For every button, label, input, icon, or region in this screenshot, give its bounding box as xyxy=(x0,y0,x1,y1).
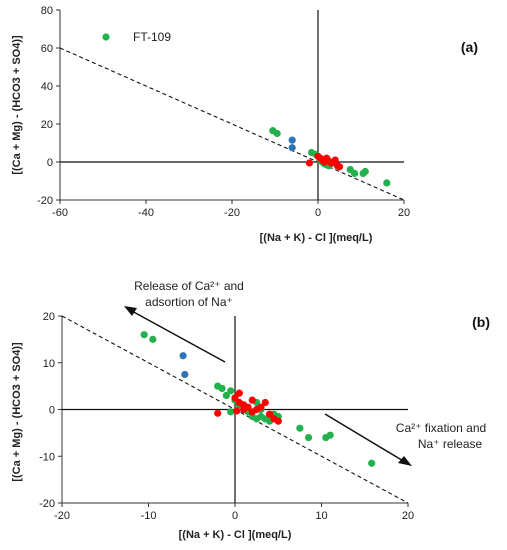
panel-b-data-point xyxy=(368,459,376,467)
panel-b-data-point xyxy=(179,352,187,360)
panel-a-xtick-label: -20 xyxy=(224,207,240,219)
panel-a-xtick-label: -40 xyxy=(138,207,154,219)
panel-a-data-point xyxy=(288,144,296,152)
panel-b-data-point xyxy=(266,410,274,418)
panel-b-xtick-label: 20 xyxy=(402,510,414,522)
panel-b-data-point xyxy=(326,431,334,439)
panel-a-ytick-label: 0 xyxy=(47,157,53,169)
panel-b-xlabel: [(Na + K) - Cl ](meq/L) xyxy=(179,529,292,541)
panel-b-data-point xyxy=(218,384,226,393)
annotation-release-line2: adsortion of Na⁺ xyxy=(145,295,233,309)
panel-b-data-point xyxy=(181,370,189,379)
arrow-release-head xyxy=(124,306,137,316)
panel-a-data-point xyxy=(305,159,313,167)
panel-a-legend-label: FT-109 xyxy=(133,30,171,44)
panel-a-xtick-label: -60 xyxy=(52,207,68,219)
annotation-fixation-line1: Ca²⁺ fixation and xyxy=(396,421,486,435)
panel-a: -60 -40 -20 0 20 -20 0 20 40 60 80 (a) [(Na + K) -… xyxy=(11,5,478,244)
panel-b-data-point xyxy=(227,408,235,416)
panel-b: -20 -10 0 10 20 -20 -10 0 10 20 (b) [(Na + K) - C… xyxy=(11,279,490,541)
panel-b-data-point xyxy=(233,407,241,415)
panel-b-xtick-label: -10 xyxy=(141,510,157,522)
panel-b-data-point xyxy=(248,396,256,404)
panel-a-ylabel: [(Ca + Mg) - (HCO3 + SO4)] xyxy=(11,35,23,175)
panel-b-data-point xyxy=(140,331,148,339)
panel-b-ytick-label: 10 xyxy=(43,358,55,370)
panel-a-data-point xyxy=(273,129,281,138)
panel-b-data-point xyxy=(296,424,304,432)
panel-a-data-point xyxy=(350,169,359,177)
panel-b-data-point xyxy=(214,409,222,417)
panel-b-ylabel: [(Ca + Mg) - (HCO3 + SO4)] xyxy=(11,342,23,482)
panel-b-data-point xyxy=(274,417,282,425)
panel-a-ytick-label: 20 xyxy=(41,119,53,131)
panel-b-data-point xyxy=(235,389,243,397)
panel-b-data-point xyxy=(304,433,313,442)
panel-b-label: (b) xyxy=(472,314,490,330)
panel-a-xtick-label: 0 xyxy=(315,207,321,219)
panel-a-data-point xyxy=(383,179,391,187)
panel-b-xtick-label: -20 xyxy=(54,510,70,522)
panel-a-ytick-label: 40 xyxy=(41,81,53,93)
panel-a-label: (a) xyxy=(461,39,478,55)
panel-b-data-point xyxy=(149,335,157,343)
panel-a-ytick-label: 80 xyxy=(41,5,53,17)
arrow-release-up-left xyxy=(129,309,226,363)
panel-b-ytick-label: 0 xyxy=(49,405,55,417)
arrow-fixation-head xyxy=(398,456,412,466)
panel-b-ytick-label: -10 xyxy=(39,451,55,463)
panel-a-xtick-label: 20 xyxy=(398,207,410,219)
panel-a-ytick-label: -20 xyxy=(37,195,53,207)
panel-b-xtick-label: 10 xyxy=(315,510,327,522)
panel-b-data-point xyxy=(227,387,235,395)
arrow-fixation-down-right xyxy=(324,413,406,463)
annotation-release-line1: Release of Ca²⁺ and xyxy=(134,279,244,293)
panel-a-data-point xyxy=(288,136,296,144)
panel-b-data-point xyxy=(222,391,230,400)
panel-b-data-point xyxy=(261,398,269,407)
panel-a-xlabel: [(Na + K) - Cl ](meq/L) xyxy=(260,232,373,244)
panel-a-data-point xyxy=(361,167,369,176)
panel-a-reference-line xyxy=(59,47,405,201)
panel-a-data-point xyxy=(335,163,344,171)
panel-b-data-point xyxy=(257,403,265,411)
panel-a-data-point xyxy=(331,156,339,164)
panel-a-legend-marker xyxy=(102,33,110,41)
panel-b-data-point xyxy=(244,403,252,411)
annotation-fixation-line2: Na⁺ release xyxy=(418,437,483,451)
panel-b-xtick-label: 0 xyxy=(232,510,238,522)
panel-b-ytick-label: 20 xyxy=(43,311,55,323)
panel-b-data-point xyxy=(231,394,239,402)
panel-a-ytick-label: 60 xyxy=(41,43,53,55)
panel-b-ytick-label: -20 xyxy=(39,498,55,510)
